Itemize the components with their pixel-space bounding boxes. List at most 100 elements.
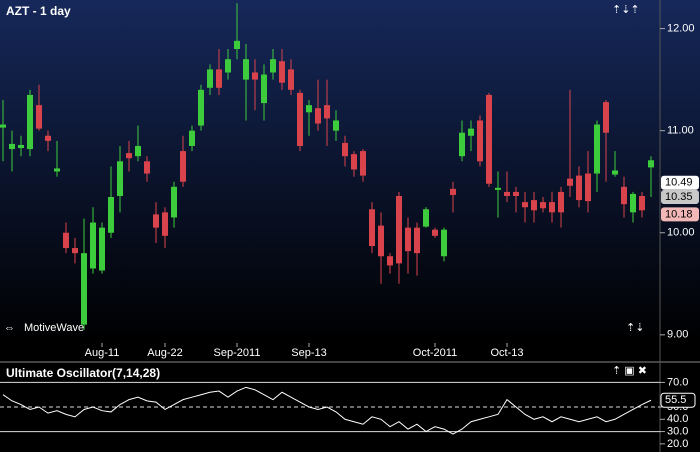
- candle-body: [54, 168, 60, 172]
- candle-body: [72, 248, 78, 254]
- candle-body: [486, 94, 492, 184]
- candle-body: [243, 59, 249, 80]
- candle-body: [612, 170, 618, 175]
- candle-body: [414, 227, 420, 254]
- candle-body: [630, 193, 636, 213]
- candle-body: [99, 227, 105, 271]
- y-tick-label: 20.0: [667, 438, 688, 450]
- candle-body: [63, 232, 69, 249]
- candle-body: [81, 253, 87, 325]
- candle-body: [108, 197, 114, 233]
- scroll-icon[interactable]: ⇔: [4, 322, 15, 334]
- candle-body: [45, 135, 51, 141]
- candle-body: [495, 187, 501, 190]
- candle-body: [342, 142, 348, 157]
- nav-icons[interactable]: ⇡⇣⇡: [612, 4, 640, 16]
- x-tick-label: Oct-2011: [413, 347, 457, 359]
- candle-body: [594, 124, 600, 174]
- candle-body: [396, 196, 402, 264]
- candle-body: [189, 130, 195, 146]
- candle-body: [621, 186, 627, 205]
- y-tick-label: 30.0: [667, 425, 688, 437]
- candle-body: [468, 128, 474, 136]
- candle-body: [450, 188, 456, 195]
- candle-body: [306, 105, 312, 113]
- chart-title: AZT - 1 day: [6, 4, 71, 18]
- candle-body: [432, 229, 438, 236]
- candle-body: [234, 40, 240, 49]
- candle-body: [387, 256, 393, 266]
- candle-body: [513, 191, 519, 196]
- candle-body: [180, 151, 186, 182]
- candle-body: [36, 105, 42, 129]
- candle-body: [198, 89, 204, 126]
- y-tick-label: 9.00: [667, 329, 688, 341]
- candle-body: [279, 61, 285, 83]
- price-label-box: [661, 175, 699, 190]
- candle-body: [423, 209, 429, 227]
- candle-body: [603, 102, 609, 133]
- candle-body: [27, 94, 33, 150]
- candle-body: [648, 160, 654, 168]
- candle-body: [288, 69, 294, 90]
- candle-body: [558, 191, 564, 213]
- osc-line: [2, 386, 652, 435]
- candle-body: [126, 153, 132, 159]
- candle-body: [531, 200, 537, 211]
- candle-body: [360, 151, 366, 176]
- price-label-box: [661, 190, 699, 205]
- candle-body: [441, 229, 447, 257]
- watermark: MotiveWave: [24, 322, 84, 334]
- candle-body: [225, 59, 231, 73]
- price-label: 10.35: [665, 191, 693, 203]
- candle-body: [585, 173, 591, 202]
- candle-body: [351, 154, 357, 170]
- price-label: 10.49: [665, 177, 693, 189]
- panel-icons[interactable]: ⇡ ▣ ✖: [612, 365, 647, 377]
- x-axis-band: [0, 343, 700, 362]
- candle-body: [153, 214, 159, 228]
- candle-body: [477, 120, 483, 162]
- x-tick-label: Sep-13: [291, 347, 326, 359]
- current-value: 55.5: [665, 394, 686, 406]
- current-value-box: [660, 392, 696, 408]
- y-tick-label: 11.00: [667, 125, 694, 137]
- candle-body: [639, 196, 645, 211]
- candle-body: [504, 191, 510, 196]
- candle-body: [315, 108, 321, 124]
- nav-icons-bottom[interactable]: ⇡⇣: [626, 322, 644, 334]
- candle-body: [522, 202, 528, 208]
- x-tick-label: Aug-22: [147, 347, 182, 359]
- candle-body: [171, 186, 177, 218]
- candle-body: [567, 178, 573, 186]
- x-tick-label: Aug-11: [85, 347, 120, 359]
- candle-body: [270, 59, 276, 73]
- y-tick-label: 10.00: [667, 227, 695, 239]
- candle-body: [324, 105, 330, 119]
- candle-body: [252, 72, 258, 80]
- osc-title: Ultimate Oscillator(7,14,28): [6, 366, 160, 380]
- candle-body: [576, 175, 582, 201]
- candle-body: [369, 209, 375, 247]
- candle-body: [0, 124, 6, 128]
- candle-body: [459, 132, 465, 157]
- candle-body: [540, 202, 546, 209]
- candle-body: [135, 145, 141, 157]
- candle-body: [18, 144, 24, 149]
- y-tick-label: 40.0: [667, 413, 688, 425]
- price-label: 10.18: [665, 208, 693, 220]
- candle-body: [297, 92, 303, 146]
- candle-body: [333, 120, 339, 131]
- price-label-box: [661, 207, 699, 222]
- x-tick-label: Oct-13: [490, 347, 523, 359]
- x-tick-label: Sep-2011: [214, 347, 261, 359]
- candle-body: [162, 212, 168, 236]
- candle-body: [216, 69, 222, 88]
- candle-body: [9, 143, 15, 150]
- candle-body: [549, 202, 555, 213]
- candle-body: [117, 161, 123, 196]
- candle-body: [261, 74, 267, 104]
- y-tick-label: 12.00: [667, 22, 695, 34]
